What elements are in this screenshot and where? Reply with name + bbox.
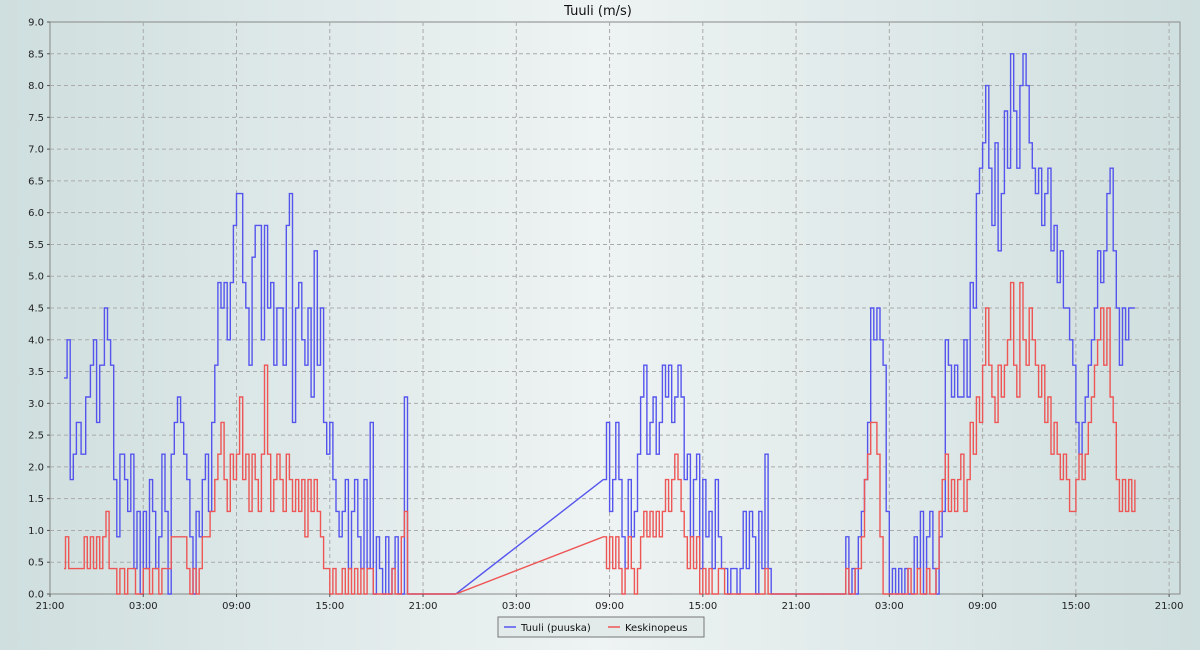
y-tick-label: 1.0 bbox=[28, 526, 44, 537]
y-tick-label: 7.0 bbox=[28, 145, 44, 156]
y-tick-label: 0.0 bbox=[28, 590, 44, 601]
y-tick-label: 8.0 bbox=[28, 81, 44, 92]
y-tick-label: 4.0 bbox=[28, 335, 44, 346]
axis-layer: 0.0 0.5 1.0 1.5 2.0 2.5 3.0 3.5 4.0 4.5 5.0 5.5 6.0 6… bbox=[28, 18, 1183, 613]
x-tick-label: 09:00 bbox=[222, 601, 251, 612]
y-tick-label: 5.0 bbox=[28, 272, 44, 283]
x-tick-label: 21:00 bbox=[782, 601, 811, 612]
legend-box bbox=[497, 616, 705, 638]
x-tick-label: 21:00 bbox=[409, 601, 438, 612]
x-tick-label: 03:00 bbox=[875, 601, 904, 612]
x-tick-label: 09:00 bbox=[595, 601, 624, 612]
y-tick-label: 6.0 bbox=[28, 208, 44, 219]
y-tick-label: 7.5 bbox=[28, 113, 44, 124]
y-tick-label: 2.5 bbox=[28, 431, 44, 442]
y-tick-label: 2.0 bbox=[28, 462, 44, 473]
x-tick-label: 15:00 bbox=[688, 601, 717, 612]
legend: Tuuli (puuska) Keskinopeus bbox=[497, 616, 705, 638]
y-tick-label: 3.5 bbox=[28, 367, 44, 378]
x-tick-label: 15:00 bbox=[1061, 601, 1090, 612]
y-tick-label: 0.5 bbox=[28, 558, 44, 569]
x-tick-label: 15:00 bbox=[315, 601, 344, 612]
y-tick-label: 9.0 bbox=[28, 18, 44, 29]
y-tick-label: 1.5 bbox=[28, 494, 44, 505]
series-line-average bbox=[64, 281, 1136, 595]
y-tick-label: 8.5 bbox=[28, 49, 44, 60]
x-tick-label: 03:00 bbox=[129, 601, 158, 612]
x-tick-label: 03:00 bbox=[502, 601, 531, 612]
y-tick-label: 4.5 bbox=[28, 304, 44, 315]
x-tick-label: 09:00 bbox=[968, 601, 997, 612]
x-tick-label: 21:00 bbox=[36, 601, 65, 612]
y-tick-label: 5.5 bbox=[28, 240, 44, 251]
series-line-gust bbox=[64, 53, 1135, 595]
series-layer bbox=[64, 53, 1136, 595]
x-tick-label: 21:00 bbox=[1155, 601, 1184, 612]
chart-title: Tuuli (m/s) bbox=[563, 4, 632, 19]
legend-label: Tuuli (puuska) bbox=[520, 623, 591, 634]
y-tick-label: 6.5 bbox=[28, 176, 44, 187]
legend-label: Keskinopeus bbox=[625, 623, 688, 634]
y-tick-label: 3.0 bbox=[28, 399, 44, 410]
